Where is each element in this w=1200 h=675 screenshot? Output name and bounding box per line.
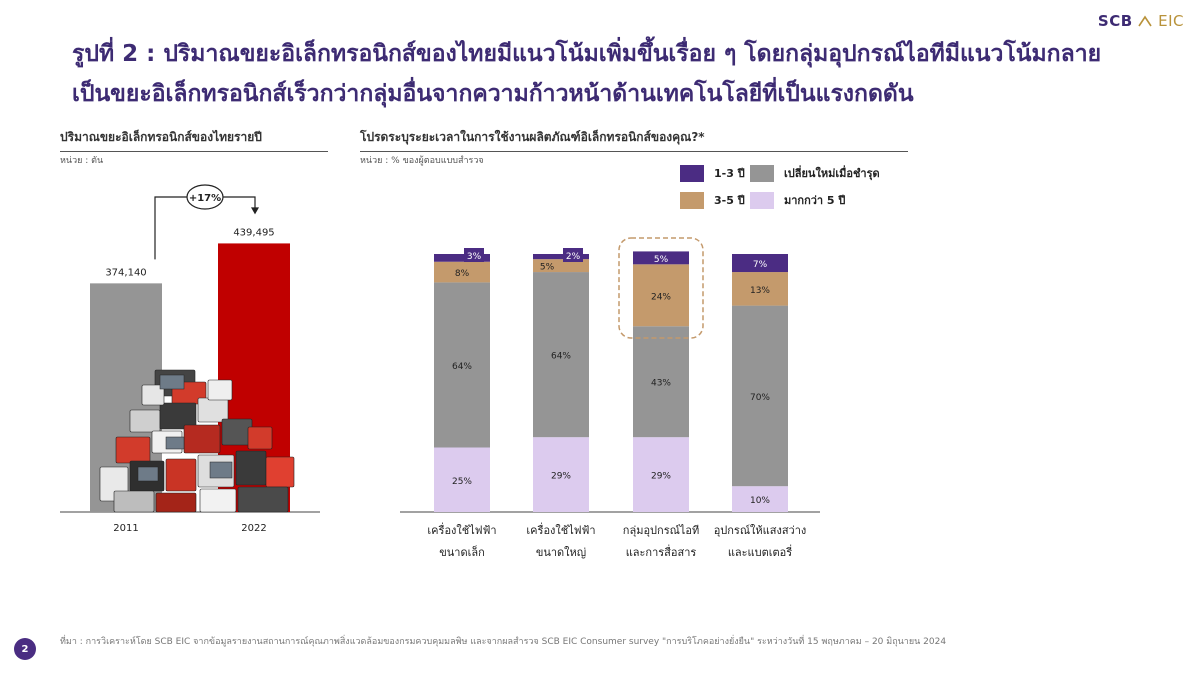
data-label: 25% — [452, 477, 472, 487]
ewaste-screen — [209, 461, 233, 479]
legend-label: 3-5 ปี — [714, 194, 745, 207]
right-chart-title: โปรดระบุระยะเวลาในการใช้งานผลิตภัณฑ์อิเล… — [360, 128, 908, 152]
category-label: 2011 — [113, 523, 138, 534]
segment-replace-when-broken — [633, 326, 689, 438]
ewaste-item — [165, 458, 197, 492]
segment-over-5-years — [533, 437, 589, 512]
ewaste-item — [113, 490, 155, 513]
legend-item-1-3: 1-3 ปี — [680, 164, 745, 182]
category-label: และแบตเตอรี่ — [728, 544, 792, 559]
legend-label: 1-3 ปี — [714, 167, 745, 180]
legend-swatch — [750, 191, 774, 209]
ewaste-item — [197, 397, 229, 423]
category-label: ขนาดเล็ก — [439, 545, 485, 559]
segment-over-5-years — [434, 447, 490, 512]
ewaste-item — [159, 402, 197, 430]
segment-1-3-years — [633, 251, 689, 265]
ewaste-pile-illustration — [99, 369, 295, 513]
ewaste-screen — [137, 466, 159, 482]
segment-replace-when-broken — [732, 305, 788, 487]
data-label: 2% — [566, 252, 581, 262]
data-label: 10% — [750, 496, 770, 506]
category-label: กลุ่มอุปกรณ์ไอที — [623, 524, 699, 537]
legend-swatch — [680, 191, 704, 209]
growth-arrowhead — [251, 207, 259, 215]
ewaste-item — [207, 379, 233, 401]
segment-1-3-years — [533, 254, 589, 260]
legend-label: มากกว่า 5 ปี — [784, 194, 846, 207]
page-title: รูปที่ 2 : ปริมาณขยะอิเล็กทรอนิกส์ของไทย… — [72, 41, 1102, 107]
chart-legend: 1-3 ปี เปลี่ยนใหม่เมื่อชำรุด 3-5 ปี มากก… — [680, 164, 920, 214]
logo-scb: SCB — [1097, 12, 1133, 30]
ewaste-item — [199, 488, 237, 513]
ewaste-item — [221, 418, 253, 446]
growth-label: +17% — [189, 193, 221, 204]
category-label: เครื่องใช้ไฟฟ้า — [427, 522, 496, 537]
segment-over-5-years — [732, 486, 788, 512]
segment-replace-when-broken — [533, 272, 589, 438]
legend-label: เปลี่ยนใหม่เมื่อชำรุด — [784, 167, 880, 180]
legend-swatch — [680, 164, 704, 182]
data-label: 374,140 — [105, 267, 146, 278]
legend-item-over-5: มากกว่า 5 ปี — [750, 191, 845, 209]
segment-3-5-years — [434, 261, 490, 283]
segment-3-5-years — [533, 259, 589, 273]
category-label: ขนาดใหญ่ — [536, 546, 586, 559]
segment-replace-when-broken — [434, 282, 490, 448]
data-label-tag — [563, 248, 583, 262]
category-label: และการสื่อสาร — [626, 544, 697, 559]
ewaste-item — [141, 384, 165, 406]
data-label-tag — [464, 248, 484, 262]
data-label: 7% — [753, 260, 768, 270]
ewaste-screen — [165, 436, 185, 450]
logo-house-icon — [1138, 15, 1153, 27]
annual-ewaste-bar-chart: 374,140 2011 439,495 2022 +17% — [60, 184, 320, 534]
data-label: 29% — [651, 472, 671, 482]
segment-1-3-years — [434, 254, 490, 262]
source-footnote: ที่มา : การวิเคราะห์โดย SCB EIC จากข้อมู… — [60, 637, 947, 647]
ewaste-item — [129, 409, 161, 433]
category-label: เครื่องใช้ไฟฟ้า — [526, 522, 595, 537]
legend-swatch — [750, 164, 774, 182]
ewaste-item — [237, 486, 289, 513]
data-label: 24% — [651, 292, 671, 302]
category-label: อุปกรณ์ให้แสงสว่าง — [714, 524, 807, 537]
legend-item-replace: เปลี่ยนใหม่เมื่อชำรุด — [750, 164, 880, 182]
segment-3-5-years — [732, 272, 788, 306]
category-label: 2022 — [241, 523, 266, 534]
logo-eic: EIC — [1158, 12, 1184, 30]
highlight-box — [618, 237, 704, 339]
data-label: 70% — [750, 393, 770, 403]
data-label: 439,495 — [233, 227, 274, 238]
ewaste-item — [183, 424, 221, 454]
ewaste-item — [265, 456, 295, 488]
data-label: 64% — [452, 362, 472, 372]
ewaste-item — [155, 492, 197, 513]
left-chart-title: ปริมาณขยะอิเล็กทรอนิกส์ของไทยรายปี — [60, 128, 328, 152]
scb-eic-logo: SCB EIC — [1098, 12, 1184, 30]
data-label: 8% — [455, 269, 470, 279]
left-chart-unit: หน่วย : ตัน — [60, 156, 104, 166]
segment-over-5-years — [633, 437, 689, 512]
ewaste-item — [247, 426, 273, 450]
ewaste-screen — [159, 374, 185, 390]
data-label: 64% — [551, 352, 571, 362]
ewaste-item — [235, 450, 267, 486]
data-label: 29% — [551, 472, 571, 482]
data-label: 13% — [750, 286, 770, 296]
growth-badge — [186, 184, 224, 210]
data-label: 3% — [467, 252, 482, 262]
right-chart-unit: หน่วย : % ของผู้ตอบแบบสำรวจ — [360, 156, 484, 166]
data-label: 5% — [540, 263, 555, 273]
segment-1-3-years — [732, 254, 788, 273]
ewaste-item — [115, 436, 151, 464]
data-label: 43% — [651, 379, 671, 389]
segment-3-5-years — [633, 264, 689, 327]
legend-item-3-5: 3-5 ปี — [680, 191, 745, 209]
page-number: 2 — [14, 638, 36, 660]
data-label: 5% — [654, 255, 669, 265]
